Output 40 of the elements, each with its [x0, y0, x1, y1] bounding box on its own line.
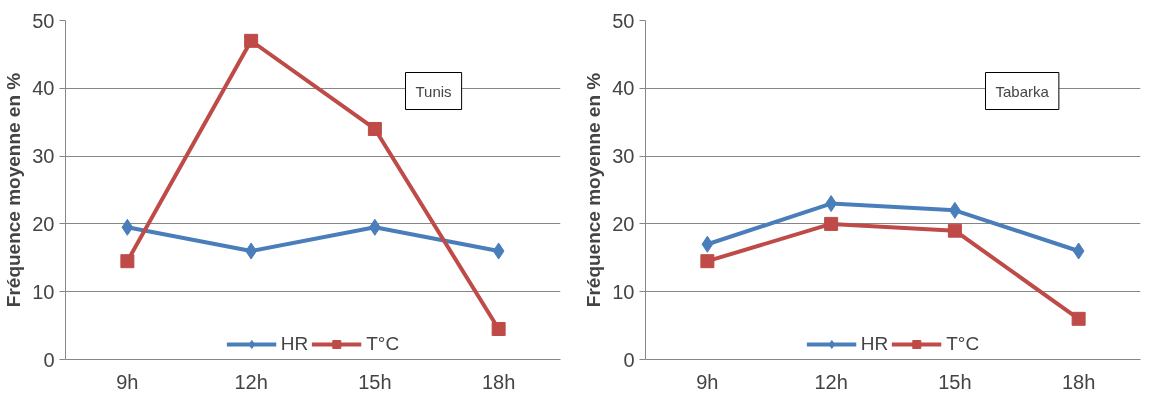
- legend-label: HR: [860, 333, 889, 355]
- legend-label: T°C: [366, 333, 400, 355]
- legend-label: HR: [280, 333, 309, 355]
- x-tick-label: 18h: [481, 370, 516, 393]
- x-tick-label: 18h: [1061, 370, 1096, 393]
- point: [1072, 242, 1085, 260]
- y-tick-label: 10: [612, 280, 635, 303]
- y-tick-label: 50: [32, 9, 55, 32]
- y-axis-title: Fréquence moyenne en %: [583, 72, 605, 308]
- x-tick-label: 9h: [696, 370, 719, 393]
- y-tick-label: 20: [612, 212, 635, 235]
- legend-label: T°C: [946, 333, 980, 355]
- point: [120, 254, 135, 269]
- point: [1071, 311, 1086, 326]
- point: [947, 223, 962, 238]
- point: [701, 235, 714, 253]
- point: [492, 242, 505, 260]
- point: [700, 254, 715, 269]
- y-tick-label: 20: [32, 212, 55, 235]
- x-tick-label: 15h: [358, 370, 392, 393]
- point: [121, 218, 134, 236]
- y-tick-label: 10: [32, 280, 55, 303]
- y-tick-label: 40: [612, 77, 635, 100]
- y-tick-label: 0: [623, 348, 635, 371]
- y-tick-label: 0: [43, 348, 55, 371]
- y-axis-title: Fréquence moyenne en %: [3, 72, 25, 308]
- x-tick-label: 15h: [938, 370, 972, 393]
- y-tick-label: 50: [612, 9, 635, 32]
- x-tick-label: 12h: [234, 370, 268, 393]
- point: [491, 321, 506, 336]
- x-tick-label: 12h: [814, 370, 848, 393]
- annotation: Tabarka: [995, 82, 1050, 100]
- point: [367, 121, 382, 136]
- point: [824, 216, 839, 231]
- annotation: Tunis: [415, 82, 452, 100]
- y-tick-label: 30: [32, 145, 55, 168]
- x-tick-label: 9h: [116, 370, 139, 393]
- y-tick-label: 40: [32, 77, 55, 100]
- point: [244, 33, 259, 48]
- y-tick-label: 30: [612, 145, 635, 168]
